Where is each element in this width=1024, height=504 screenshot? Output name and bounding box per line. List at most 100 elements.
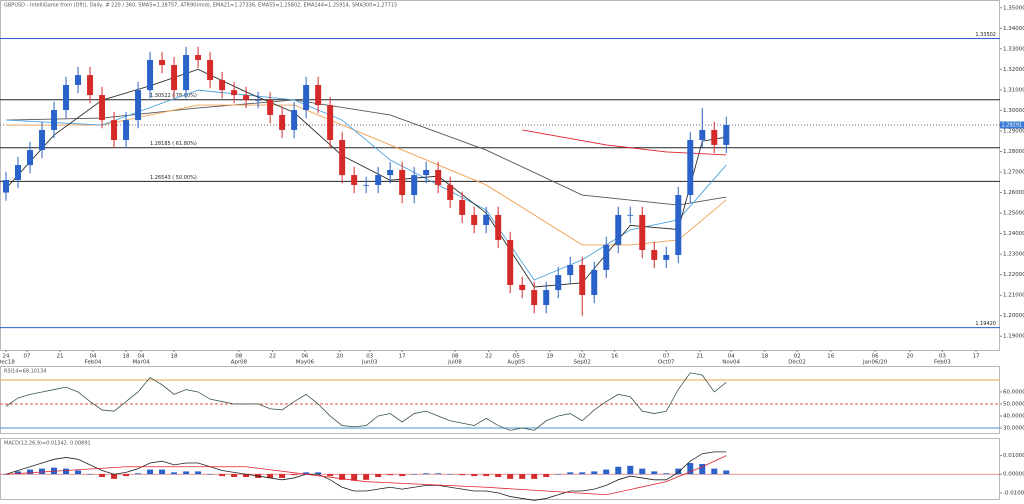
- candle-body: [531, 290, 538, 306]
- signal-line: [5, 455, 727, 496]
- candle-body: [363, 184, 370, 186]
- x-month-label: Mar04: [132, 360, 150, 366]
- x-tick-label: 03: [939, 354, 946, 360]
- x-tick-label: 04: [728, 354, 735, 360]
- candle-body: [315, 84, 322, 106]
- histogram-bar: [339, 474, 346, 480]
- x-month-label: Aug05: [507, 360, 525, 366]
- candle-body: [495, 214, 502, 240]
- x-tick-label: 21: [57, 354, 64, 360]
- price-box: [1000, 378, 1024, 386]
- histogram-bar: [327, 474, 334, 477]
- candle-body: [435, 169, 442, 185]
- histogram-bar: [315, 472, 322, 475]
- y-tick-label: 50.00000: [1003, 401, 1024, 407]
- histogram-bar: [363, 474, 370, 480]
- y-tick-label: 1.20000: [1003, 313, 1024, 319]
- x-tick-label: 24: [3, 354, 10, 360]
- x-month-label: Apr08: [231, 360, 248, 366]
- histogram-bar: [375, 474, 382, 478]
- histogram-bar: [3, 474, 10, 475]
- candle-body: [255, 99, 262, 101]
- candle-body: [267, 99, 274, 115]
- x-month-label: Feb03: [934, 360, 951, 366]
- moving-average: [522, 129, 727, 156]
- x-tick-label: 03: [366, 354, 373, 360]
- histogram-bar: [579, 472, 586, 475]
- histogram-bar: [99, 474, 106, 478]
- price-box-label: 1.29291: [1002, 122, 1023, 128]
- y-tick-label: 1.29000: [1003, 128, 1024, 134]
- histogram-bar: [267, 474, 274, 478]
- y-tick-label: 1.28000: [1003, 149, 1024, 155]
- candle-body: [99, 95, 106, 121]
- candle-body: [147, 59, 154, 91]
- x-month-label: Jul08: [447, 360, 462, 366]
- candle-body: [123, 120, 130, 140]
- candle-body: [411, 175, 418, 196]
- x-tick-label: 02: [579, 354, 586, 360]
- macd-title: MACD(12,26,9)=0.01342, 0.00891: [4, 441, 91, 447]
- candle-body: [243, 95, 250, 100]
- y-tick-label: 1.24000: [1003, 231, 1024, 237]
- y-tick-label: 1.32000: [1003, 67, 1024, 73]
- histogram-bar: [87, 474, 94, 475]
- histogram-bar: [627, 465, 634, 475]
- histogram-bar: [435, 473, 442, 475]
- y-tick-label: 1.25000: [1003, 211, 1024, 217]
- histogram-bar: [243, 474, 250, 478]
- histogram-bar: [63, 468, 70, 475]
- histogram-bar: [447, 474, 454, 475]
- candle-body: [711, 129, 718, 145]
- histogram-bar: [231, 474, 238, 478]
- candle-body: [483, 214, 490, 225]
- y-tick-label: 1.31000: [1003, 87, 1024, 93]
- histogram-bar: [207, 474, 214, 475]
- candle-body: [663, 254, 670, 260]
- histogram-bar: [183, 471, 190, 475]
- x-month-label: Feb04: [85, 360, 102, 366]
- candle-body: [591, 269, 598, 295]
- histogram-bar: [399, 474, 406, 477]
- moving-average: [5, 99, 727, 206]
- candle-body: [651, 250, 658, 260]
- y-tick-label: 1.35000: [1003, 5, 1024, 11]
- level-label: 1.19420: [975, 321, 996, 327]
- histogram-bar: [507, 474, 514, 479]
- candle-body: [447, 184, 454, 200]
- histogram-bar: [291, 474, 298, 476]
- x-tick-label: 06: [301, 354, 308, 360]
- histogram-bar: [663, 473, 670, 475]
- y-tick-label: 1.34000: [1003, 26, 1024, 32]
- x-tick-label: 16: [611, 354, 618, 360]
- candle-body: [555, 275, 562, 291]
- x-tick-label: 02: [794, 354, 801, 360]
- candle-body: [399, 169, 406, 196]
- histogram-bar: [615, 466, 622, 475]
- price-box-label: 68.10134: [1002, 380, 1024, 386]
- histogram-bar: [219, 474, 226, 477]
- macd-panel: [0, 438, 1000, 500]
- y-tick-label: 1.30000: [1003, 108, 1024, 114]
- histogram-bar: [639, 468, 646, 475]
- candle-body: [603, 244, 610, 270]
- x-tick-label: 08: [451, 354, 458, 360]
- histogram-bar: [471, 474, 478, 477]
- candle-body: [3, 180, 10, 193]
- histogram-bar: [711, 468, 718, 475]
- y-tick-label: 0.00000: [1003, 472, 1024, 478]
- candle-body: [51, 110, 58, 130]
- histogram-bar: [483, 474, 490, 477]
- x-tick-label: 19: [546, 354, 553, 360]
- candle-body: [219, 80, 226, 91]
- x-tick-label: 20: [336, 354, 343, 360]
- x-month-label: May06: [296, 360, 315, 366]
- candle-body: [327, 105, 334, 140]
- candle-body: [471, 214, 478, 225]
- candle-body: [627, 214, 634, 216]
- histogram-bar: [699, 463, 706, 475]
- y-tick-label: 40.00000: [1003, 413, 1024, 419]
- candle-body: [579, 265, 586, 295]
- histogram-bar: [411, 474, 418, 475]
